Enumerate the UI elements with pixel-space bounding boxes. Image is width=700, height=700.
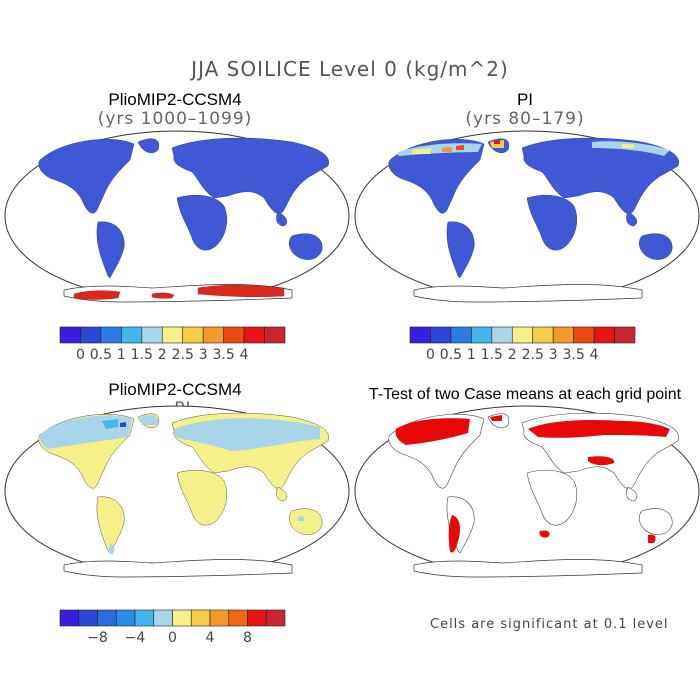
- colorbar-swatch: [593, 326, 615, 344]
- panel2-subtitle: (yrs 80–179): [465, 109, 585, 129]
- colorbar-swatch: [430, 326, 452, 344]
- colorbar-tick-label: 0: [168, 630, 177, 646]
- colorbar-tick-label: 4: [240, 347, 249, 363]
- colorbar-swatch: [78, 609, 98, 627]
- colorbar-tick-label: 0: [76, 347, 85, 363]
- colorbar-swatch: [228, 609, 248, 627]
- panel4-map: [354, 405, 700, 578]
- colorbar-swatch: [247, 609, 267, 627]
- colorbar-swatch: [409, 326, 431, 344]
- colorbar-swatch: [190, 609, 211, 627]
- panel1-title: PlioMIP2-CCSM4: [108, 90, 242, 109]
- colorbar-tick-label: 1.5: [481, 347, 503, 363]
- colorbar-tick-label: 0.5: [90, 347, 112, 363]
- colorbar-swatch: [223, 326, 245, 344]
- colorbar-tick-label: 1.5: [131, 347, 153, 363]
- colorbar-tick-label: 2.5: [172, 347, 194, 363]
- colorbar-swatch: [202, 326, 224, 344]
- panel3-map: [4, 405, 350, 578]
- colorbar-swatch: [182, 326, 204, 344]
- colorbar-swatch: [141, 326, 163, 344]
- colorbar-tick-label: 0.5: [440, 347, 462, 363]
- colorbar-tick-label: 3: [199, 347, 208, 363]
- colorbar-swatch: [265, 609, 286, 627]
- colorbar-tick-label: 1: [467, 347, 476, 363]
- colorbar-tick-label: 0: [426, 347, 435, 363]
- colorbar-tick-label: −8: [87, 630, 108, 646]
- panel2-title: PI: [516, 90, 534, 109]
- panel1-map: [4, 130, 350, 303]
- colorbar-panel2: 0 0.5 1 1.5 2 2.5 3 3.5 4: [409, 326, 636, 363]
- colorbar-swatch: [573, 326, 595, 344]
- colorbar-tick-label: 1: [117, 347, 126, 363]
- panel1-subtitle: (yrs 1000–1099): [97, 109, 253, 129]
- colorbar-swatch: [614, 326, 636, 344]
- colorbar-panel3: −8 −4 0 4 8: [59, 609, 286, 646]
- significance-note: Cells are significant at 0.1 level: [430, 617, 669, 632]
- colorbar-tick-label: 2: [508, 347, 517, 363]
- colorbar-tick-label: 4: [206, 630, 215, 646]
- colorbar-tick-label: 3: [549, 347, 558, 363]
- colorbar-tick-label: −4: [125, 630, 146, 646]
- colorbar-swatch: [209, 609, 230, 627]
- colorbar-swatch: [471, 326, 493, 344]
- colorbar-tick-label: 8: [243, 630, 252, 646]
- colorbar-swatch: [552, 326, 574, 344]
- colorbar-swatch: [161, 326, 184, 344]
- panel4-title: T-Test of two Case means at each grid po…: [368, 386, 682, 403]
- colorbar-tick-label: 4: [590, 347, 599, 363]
- colorbar-swatch: [115, 609, 136, 627]
- colorbar-swatch: [80, 326, 102, 344]
- colorbar-swatch: [59, 326, 81, 344]
- colorbar-swatch: [100, 326, 122, 344]
- colorbar-swatch: [532, 326, 554, 344]
- panel3-title: PlioMIP2-CCSM4: [108, 380, 242, 399]
- colorbar-swatch: [264, 326, 286, 344]
- colorbar-swatch: [172, 609, 192, 627]
- colorbar-swatch: [59, 609, 80, 627]
- colorbar-swatch: [153, 609, 173, 627]
- colorbar-tick-label: 3.5: [213, 347, 235, 363]
- colorbar-swatches: [59, 326, 286, 344]
- colorbar-panel1: 0 0.5 1 1.5 2 2.5 3 3.5 4: [59, 326, 286, 363]
- figure-title: JJA SOILICE Level 0 (kg/m^2): [191, 57, 509, 81]
- colorbar-swatch: [134, 609, 155, 627]
- colorbar-swatch: [511, 326, 534, 344]
- panel2-map: [354, 130, 700, 303]
- colorbar-tick-label: 2: [158, 347, 167, 363]
- colorbar-swatch: [243, 326, 265, 344]
- colorbar-swatch: [450, 326, 472, 344]
- colorbar-tick-label: 3.5: [563, 347, 585, 363]
- colorbar-swatch: [97, 609, 117, 627]
- colorbar-tick-label: 2.5: [522, 347, 544, 363]
- colorbar-swatch: [121, 326, 143, 344]
- colorbar-swatch: [491, 326, 513, 344]
